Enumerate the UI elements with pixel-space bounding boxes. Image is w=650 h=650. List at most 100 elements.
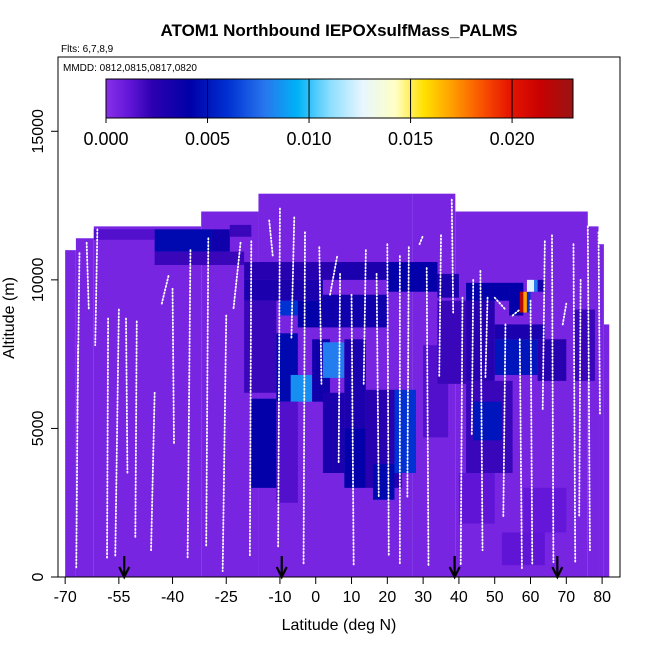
flight-track bbox=[318, 246, 323, 385]
flight-track bbox=[561, 302, 568, 326]
heatmap-cell bbox=[244, 300, 277, 393]
flight-track bbox=[248, 240, 253, 558]
heatmap-cell bbox=[279, 300, 298, 316]
flight-track bbox=[221, 314, 228, 572]
colorbar-tick-label: 0.000 bbox=[83, 129, 128, 149]
heatmap-cell bbox=[523, 291, 527, 313]
flight-track bbox=[418, 234, 425, 246]
flight-track bbox=[268, 219, 274, 257]
y-tick-label: 0 bbox=[30, 572, 47, 581]
heatmap-cell bbox=[523, 487, 567, 533]
flight-track bbox=[375, 273, 380, 498]
x-tick-label: 60 bbox=[522, 589, 540, 606]
heatmap-cell bbox=[93, 229, 155, 240]
heatmap-cell bbox=[394, 389, 416, 473]
chart-title: ATOM1 Northbound IEPOXsulfMass_PALMS bbox=[160, 21, 517, 40]
heatmap-cell bbox=[534, 279, 538, 292]
envelope-segment bbox=[587, 226, 599, 577]
x-tick-label: 10 bbox=[343, 589, 361, 606]
x-tick-label: 50 bbox=[486, 589, 504, 606]
x-tick-label: -55 bbox=[107, 589, 130, 606]
flight-track bbox=[551, 234, 555, 564]
dates-subtitle: MMDD: 0812,0815,0817,0820 bbox=[63, 63, 197, 74]
flight-track bbox=[529, 299, 534, 567]
flight-track bbox=[337, 273, 341, 465]
heatmap-cell bbox=[494, 324, 545, 340]
plot-area bbox=[65, 193, 610, 577]
x-tick-label: -40 bbox=[161, 589, 184, 606]
flight-track bbox=[459, 296, 464, 567]
x-tick-label: 80 bbox=[593, 589, 611, 606]
heatmap-cell bbox=[526, 291, 531, 313]
x-tick-label: -10 bbox=[268, 589, 291, 606]
plot-frame bbox=[57, 56, 621, 578]
flight-track bbox=[493, 296, 507, 311]
flight-track bbox=[541, 240, 546, 412]
envelope-segment bbox=[93, 226, 202, 577]
axes: -70 -55 -40 -25 -10 0 10 20 30 40 50 60 70 80 0 5000 100… bbox=[30, 56, 621, 606]
flight-track bbox=[114, 308, 120, 558]
heatmap-cell bbox=[211, 229, 230, 252]
flight-track bbox=[232, 241, 242, 311]
flight-track bbox=[578, 278, 582, 519]
y-tick-label: 10000 bbox=[30, 258, 47, 303]
flight-track bbox=[205, 237, 210, 549]
flight-track bbox=[597, 231, 601, 415]
colorbar-tick-label: 0.005 bbox=[185, 129, 230, 149]
heatmap-cell bbox=[344, 428, 366, 488]
flight-track bbox=[94, 228, 99, 347]
heatmap-cell bbox=[154, 229, 212, 252]
y-tick-label: 15000 bbox=[30, 109, 47, 154]
flight-track bbox=[171, 287, 175, 445]
flights-subtitle: Flts: 6,7,8,9 bbox=[61, 44, 114, 55]
envelope-segment bbox=[598, 244, 604, 577]
heatmap-cell bbox=[322, 342, 345, 378]
heatmap-cell bbox=[526, 279, 535, 292]
heatmap-cell bbox=[501, 532, 545, 566]
envelope-segment bbox=[75, 238, 94, 577]
x-tick-label: 0 bbox=[311, 589, 320, 606]
colorbar: 0.000 0.005 0.010 0.015 0.020 bbox=[83, 78, 574, 149]
flight-track bbox=[438, 234, 442, 379]
flight-track bbox=[290, 216, 296, 341]
flight-track bbox=[75, 344, 79, 569]
flight-track bbox=[150, 391, 156, 552]
heatmap-cell bbox=[387, 262, 438, 292]
envelope-segment bbox=[65, 250, 76, 577]
flight-track bbox=[484, 296, 489, 379]
heatmap-cell bbox=[276, 401, 298, 503]
colorbar-tick-label: 0.015 bbox=[388, 129, 433, 149]
heatmap-cell bbox=[473, 401, 502, 441]
envelope-segment bbox=[603, 324, 610, 577]
heatmap-cell bbox=[333, 262, 388, 280]
flight-track bbox=[160, 273, 170, 305]
flight-track bbox=[329, 255, 339, 296]
flight-track bbox=[85, 241, 90, 311]
flight-track bbox=[125, 317, 129, 474]
flight-tracks bbox=[75, 198, 601, 572]
heatmap-cell bbox=[344, 339, 366, 429]
flight-track bbox=[518, 338, 523, 569]
x-tick-label: 70 bbox=[557, 589, 575, 606]
heatmap-cell bbox=[290, 374, 313, 402]
flight-track bbox=[450, 198, 455, 314]
flight-track bbox=[277, 207, 281, 549]
heatmap-cell bbox=[373, 464, 395, 500]
heatmap-cell bbox=[251, 398, 277, 488]
heatmap-cell bbox=[154, 251, 245, 265]
flight-track bbox=[425, 267, 430, 567]
flight-track bbox=[186, 249, 192, 561]
flight-track bbox=[406, 246, 410, 498]
heatmap-cell bbox=[297, 300, 323, 328]
flight-track bbox=[502, 323, 507, 519]
y-tick-label: 5000 bbox=[30, 411, 47, 447]
heatmap-cell bbox=[322, 392, 345, 473]
heatmap-cell bbox=[519, 291, 524, 313]
flight-track bbox=[470, 278, 475, 436]
x-tick-label: -25 bbox=[215, 589, 238, 606]
x-tick-label: -70 bbox=[54, 589, 77, 606]
x-axis-label: Latitude (deg N) bbox=[282, 617, 397, 634]
flight-track bbox=[302, 231, 306, 567]
